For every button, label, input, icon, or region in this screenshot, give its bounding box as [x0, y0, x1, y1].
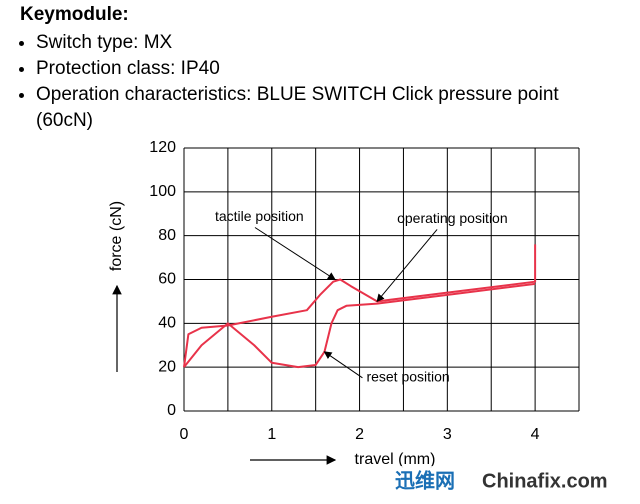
y-tick-label: 80 — [158, 227, 176, 244]
title: Keymodule: — [20, 4, 129, 25]
annotation: operating position — [397, 210, 508, 226]
annotation-arrow — [376, 229, 438, 303]
annotation-arrow — [254, 227, 336, 281]
annotation-arrow — [323, 351, 363, 379]
watermark: Chinafix.com — [482, 470, 608, 492]
line — [183, 244, 537, 368]
y-tick-label: 40 — [158, 315, 176, 332]
y-tick-label: 0 — [167, 402, 176, 419]
x-tick-label: 0 — [180, 426, 189, 443]
bullet: Switch type: MX — [36, 30, 620, 56]
x-axis-label: travel (mm) — [355, 451, 436, 468]
bullet: Protection class: IP40 — [36, 56, 620, 82]
watermark: 迅维网 — [395, 468, 455, 492]
header: Keymodule: Switch type: MX Protection cl… — [20, 4, 620, 134]
y-tick-label: 100 — [149, 183, 176, 200]
y-tick-label: 60 — [158, 271, 176, 288]
y-tick-label: 20 — [158, 358, 176, 375]
bullet: Operation characteristics: BLUE SWITCH C… — [36, 82, 620, 134]
y-axis-label: force (cN) — [108, 201, 125, 271]
annotation: tactile position — [215, 208, 304, 224]
x-tick-label: 3 — [443, 426, 452, 443]
bullets: Switch type: MX Protection class: IP40 O… — [20, 30, 620, 134]
x-tick-label: 1 — [267, 426, 276, 443]
line — [183, 282, 536, 369]
x-tick-label: 2 — [355, 426, 364, 443]
x-tick-label: 4 — [531, 426, 540, 443]
annotation: reset position — [366, 369, 449, 385]
watermark-bg — [360, 466, 640, 504]
y-tick-label: 120 — [149, 139, 176, 156]
